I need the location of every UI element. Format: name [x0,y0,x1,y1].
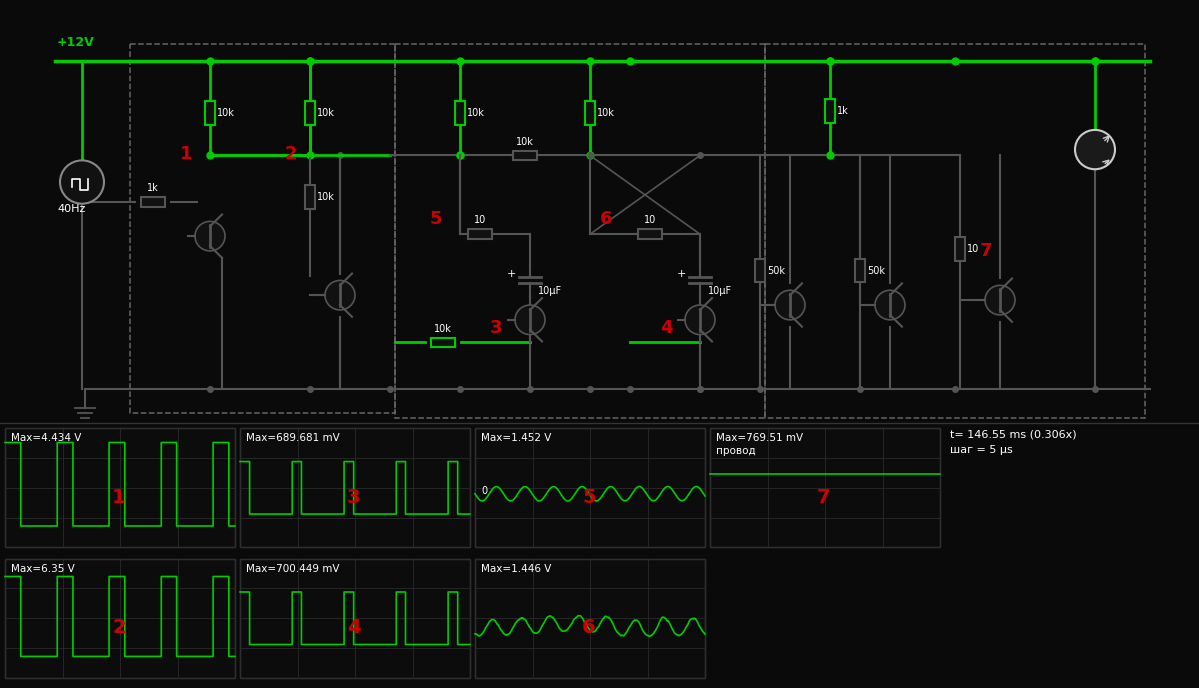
Bar [141,197,165,206]
Text: 5: 5 [430,211,442,228]
Text: 7: 7 [980,242,993,260]
Text: 2: 2 [112,619,126,637]
Bar [825,99,835,123]
Text: 3: 3 [490,319,502,336]
Text: 6: 6 [582,619,596,637]
Text: 1k: 1k [837,106,849,116]
Bar [755,259,765,282]
Text: 3: 3 [347,488,361,507]
Circle shape [875,290,905,320]
Bar [468,229,492,239]
Text: +: + [676,268,686,279]
Text: 10k: 10k [217,108,235,118]
Circle shape [516,305,546,334]
Text: Max=1.446 V: Max=1.446 V [481,563,552,574]
Bar [710,428,940,548]
Bar [513,151,537,160]
Text: Max=769.51 mV: Max=769.51 mV [716,433,803,443]
Bar [240,428,470,548]
Bar [205,101,215,125]
Bar [240,559,470,678]
Bar [954,237,965,261]
Bar [765,44,1145,418]
Text: 10k: 10k [597,108,615,118]
Bar [475,559,705,678]
Text: 1: 1 [112,488,126,507]
Circle shape [986,286,1016,315]
Circle shape [1076,130,1115,169]
Text: 10μF: 10μF [538,286,562,297]
Text: 2: 2 [285,145,297,164]
Bar [394,44,765,418]
Text: 7: 7 [817,488,831,507]
Text: +12V: +12V [58,36,95,50]
Bar [475,428,705,548]
Text: 10k: 10k [466,108,484,118]
Text: Max=4.434 V: Max=4.434 V [11,433,82,443]
Bar [855,259,864,282]
Text: Max=689.681 mV: Max=689.681 mV [246,433,339,443]
Circle shape [325,281,355,310]
Text: 10k: 10k [516,137,534,147]
Text: 4: 4 [347,619,361,637]
Text: 10: 10 [968,244,980,254]
Bar [305,101,315,125]
Text: 10k: 10k [317,192,335,202]
Bar [5,428,235,548]
Text: 0: 0 [481,486,487,496]
Text: 10k: 10k [434,323,452,334]
Text: Max=1.452 V: Max=1.452 V [481,433,552,443]
Circle shape [195,222,225,251]
Text: Max=700.449 mV: Max=700.449 mV [246,563,339,574]
Circle shape [775,290,805,320]
Text: t= 146.55 ms (0.306x): t= 146.55 ms (0.306x) [950,429,1077,439]
Text: 50k: 50k [867,266,885,276]
Bar [305,185,315,208]
Text: 10μF: 10μF [707,286,733,297]
Circle shape [685,305,715,334]
Bar [430,338,454,347]
Bar [5,559,235,678]
Text: провод: провод [716,447,755,456]
Text: шаг = 5 µs: шаг = 5 µs [950,445,1013,455]
Text: 5: 5 [582,488,596,507]
Bar [585,101,595,125]
Text: 6: 6 [600,211,613,228]
Text: 50k: 50k [767,266,785,276]
Text: 1: 1 [180,145,193,164]
Text: 10: 10 [644,215,656,226]
Text: 10: 10 [474,215,486,226]
Text: Max=6.35 V: Max=6.35 V [11,563,74,574]
Bar [454,101,465,125]
Text: 4: 4 [659,319,673,336]
Bar [638,229,662,239]
Text: 1k: 1k [147,183,159,193]
Text: 10k: 10k [317,108,335,118]
Bar [129,44,394,413]
Circle shape [60,160,104,204]
Text: 40Hz: 40Hz [58,204,85,213]
Text: +: + [507,268,516,279]
